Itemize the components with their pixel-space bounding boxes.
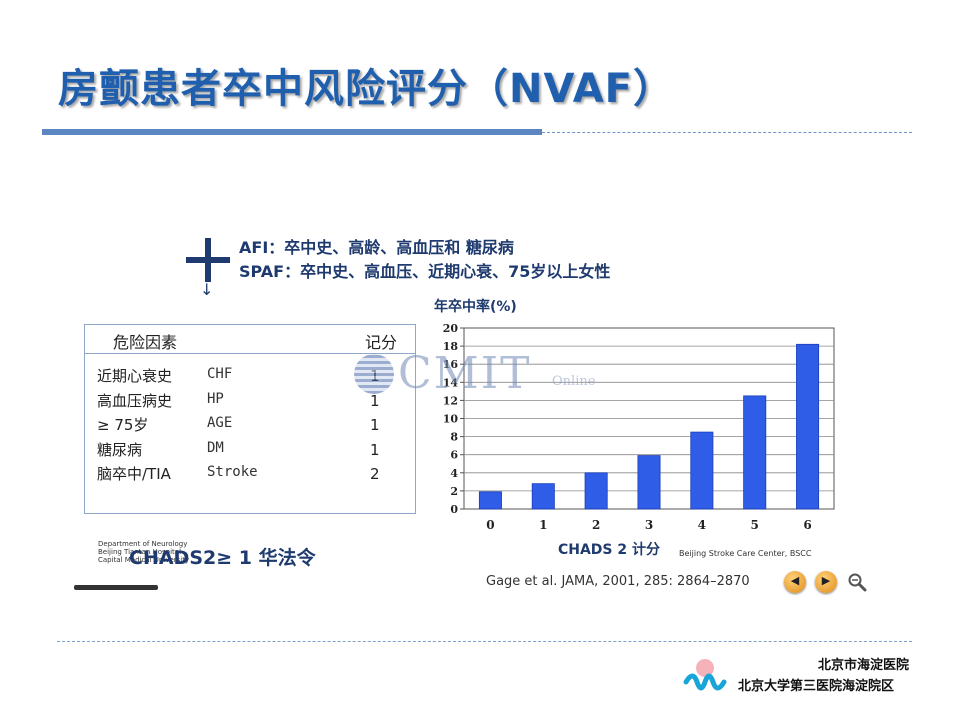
risk-name: ≥ 75岁: [97, 416, 149, 434]
chads2-rule: CHADS2≥ 1 华法令: [129, 547, 316, 569]
page-title: 房颤患者卒中风险评分（NVAF）: [58, 66, 674, 112]
risk-score: 1: [370, 416, 380, 434]
risk-abbr: CHF: [207, 366, 233, 382]
bar: [531, 483, 555, 510]
y-tick-label: 10: [443, 413, 459, 426]
institution-logo: Department of Neurology Beijing Tiantan …: [98, 540, 189, 564]
y-tick-label: 14: [443, 376, 459, 389]
x-tick-label: 6: [803, 518, 811, 532]
content-panel: ↓ AFI：卒中史、高龄、高血压和 糖尿病 SPAF：卒中史、高血压、近期心衰、…: [74, 220, 874, 600]
institution-line: Department of Neurology: [98, 540, 188, 548]
table-row: 糖尿病 DM 1: [85, 437, 415, 461]
title-underline: [42, 129, 542, 135]
y-tick-label: 4: [450, 467, 458, 480]
footer-divider: [57, 641, 912, 642]
study-spaf: SPAF：卒中史、高血压、近期心衰、75岁以上女性: [239, 258, 610, 282]
x-tick-label: 3: [645, 518, 653, 532]
y-tick-label: 12: [443, 394, 458, 407]
hospital-name-secondary: 北京大学第三医院海淀院区: [738, 679, 895, 694]
prev-arrow-icon: ◀: [790, 574, 800, 587]
bar: [478, 491, 502, 510]
next-arrow-icon: ▶: [821, 574, 831, 587]
y-tick-label: 18: [443, 340, 459, 353]
risk-factor-table: 危险因素 记分 近期心衰史 CHF 1 高血压病史 HP 1 ≥ 75岁 AGE…: [84, 324, 416, 514]
y-tick-label: 16: [443, 358, 459, 371]
x-axis-label: CHADS 2 计分: [558, 541, 660, 558]
plus-icon: [186, 238, 230, 282]
slide-progress-bar: [74, 585, 158, 590]
study-afi-key: AFI：: [239, 238, 285, 257]
bar: [584, 472, 608, 510]
table-row: 高血压病史 HP 1: [85, 388, 415, 412]
bar: [690, 431, 714, 510]
zoom-icon[interactable]: [847, 572, 867, 592]
table-row: 近期心衰史 CHF 1: [85, 363, 415, 387]
y-tick-label: 2: [450, 485, 458, 498]
study-afi-text: 卒中史、高龄、高血压和 糖尿病: [284, 238, 514, 257]
study-spaf-text: 卒中史、高血压、近期心衰、75岁以上女性: [300, 262, 611, 281]
stroke-center-label: Beijing Stroke Care Center, BSCC: [679, 549, 812, 558]
chart-title: 年卒中率(%): [434, 298, 517, 315]
y-tick-label: 20: [443, 322, 459, 335]
risk-header-score: 记分: [365, 333, 398, 352]
hospital-name-primary: 北京市海淀医院: [818, 658, 910, 673]
risk-abbr: DM: [207, 440, 224, 456]
institution-line: Beijing Tiantan Hospital: [98, 548, 182, 556]
title-divider: [542, 132, 912, 133]
bar: [637, 455, 661, 510]
prev-slide-button[interactable]: ◀: [784, 571, 806, 593]
risk-score: 2: [370, 465, 380, 483]
risk-name: 近期心衰史: [97, 367, 173, 385]
bar: [796, 343, 820, 510]
risk-score: 1: [370, 392, 380, 410]
citation: Gage et al. JAMA, 2001, 285: 2864–2870: [486, 574, 750, 589]
hospital-logo-icon: [683, 659, 727, 691]
study-afi: AFI：卒中史、高龄、高血压和 糖尿病: [239, 234, 514, 258]
table-row: ≥ 75岁 AGE 1: [85, 412, 415, 436]
next-slide-button[interactable]: ▶: [815, 571, 837, 593]
risk-header-factor: 危险因素: [113, 333, 178, 352]
arrow-down-icon: ↓: [200, 280, 214, 299]
x-tick-label: 2: [592, 518, 600, 532]
risk-name: 糖尿病: [97, 441, 143, 459]
x-tick-label: 0: [486, 518, 494, 532]
risk-table-header: 危险因素 记分: [85, 325, 415, 354]
risk-score: 1: [370, 441, 380, 459]
y-tick-label: 6: [450, 449, 458, 462]
x-tick-label: 4: [698, 518, 706, 532]
risk-name: 脑卒中/TIA: [97, 465, 171, 483]
risk-abbr: Stroke: [207, 464, 258, 480]
study-spaf-key: SPAF：: [239, 262, 301, 281]
risk-score: 1: [370, 367, 380, 385]
bar: [743, 395, 767, 510]
x-tick-label: 5: [751, 518, 759, 532]
table-row: 脑卒中/TIA Stroke 2: [85, 461, 415, 485]
institution-line: Capital Medical University: [98, 556, 190, 564]
risk-abbr: AGE: [207, 415, 233, 431]
risk-abbr: HP: [207, 391, 224, 407]
y-tick-label: 0: [450, 503, 458, 516]
y-tick-label: 8: [450, 431, 458, 444]
risk-name: 高血压病史: [97, 392, 173, 410]
x-tick-label: 1: [539, 518, 547, 532]
